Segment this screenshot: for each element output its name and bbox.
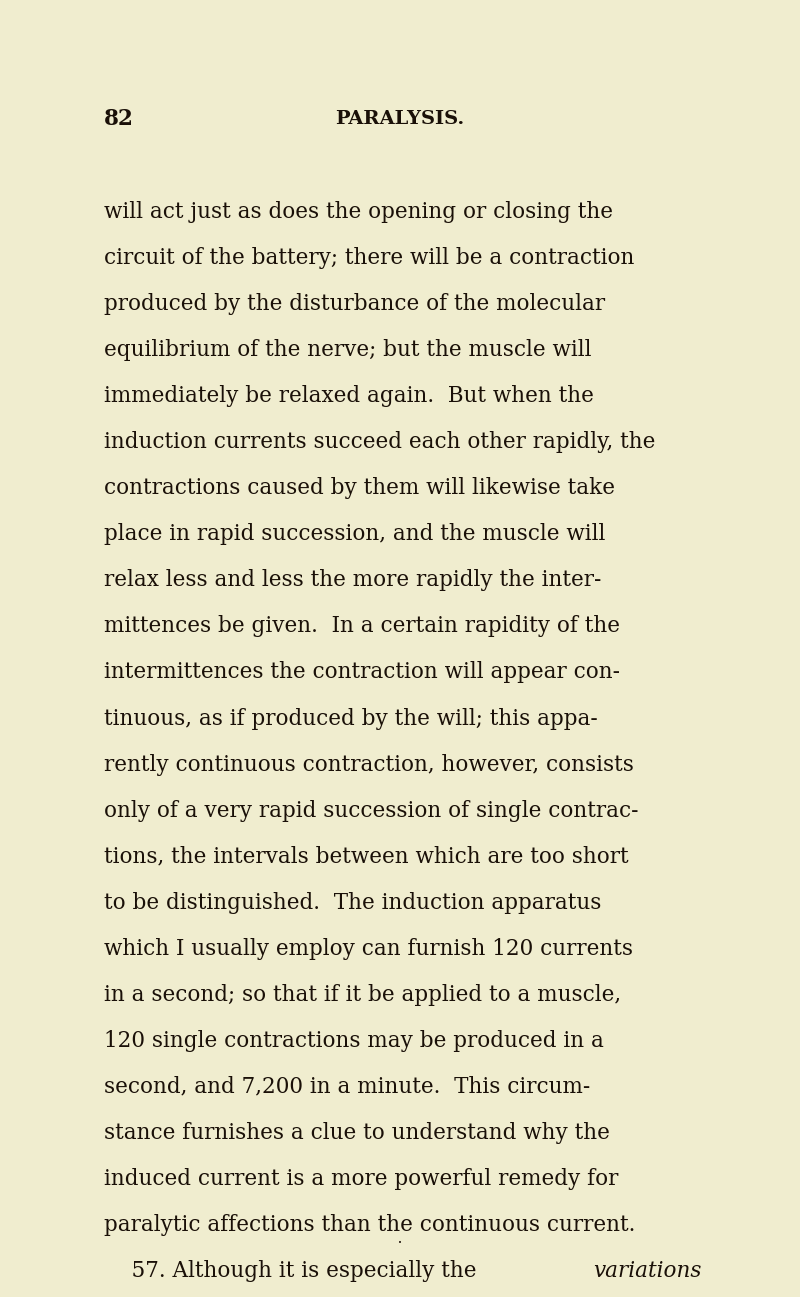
Text: relax less and less the more rapidly the inter-: relax less and less the more rapidly the… (104, 569, 602, 591)
Text: place in rapid succession, and the muscle will: place in rapid succession, and the muscl… (104, 523, 606, 545)
Text: intermittences the contraction will appear con-: intermittences the contraction will appe… (104, 661, 620, 684)
Text: tions, the intervals between which are too short: tions, the intervals between which are t… (104, 846, 629, 868)
Text: equilibrium of the nerve; but the muscle will: equilibrium of the nerve; but the muscle… (104, 340, 591, 361)
Text: only of a very rapid succession of single contrac-: only of a very rapid succession of singl… (104, 799, 638, 821)
Text: •: • (398, 1240, 402, 1245)
Text: mittences be given.  In a certain rapidity of the: mittences be given. In a certain rapidit… (104, 615, 620, 637)
Text: PARALYSIS.: PARALYSIS. (335, 110, 465, 128)
Text: 82: 82 (104, 109, 134, 130)
Text: immediately be relaxed again.  But when the: immediately be relaxed again. But when t… (104, 385, 594, 407)
Text: induction currents succeed each other rapidly, the: induction currents succeed each other ra… (104, 431, 655, 453)
Text: which I usually employ can furnish 120 currents: which I usually employ can furnish 120 c… (104, 938, 633, 960)
Text: 57. Although it is especially the: 57. Although it is especially the (104, 1259, 483, 1281)
Text: circuit of the battery; there will be a contraction: circuit of the battery; there will be a … (104, 248, 634, 268)
Text: in a second; so that if it be applied to a muscle,: in a second; so that if it be applied to… (104, 983, 621, 1005)
Text: second, and 7,200 in a minute.  This circum-: second, and 7,200 in a minute. This circ… (104, 1077, 590, 1097)
Text: variations: variations (594, 1259, 702, 1281)
Text: will act just as does the opening or closing the: will act just as does the opening or clo… (104, 201, 613, 223)
Text: tinuous, as if produced by the will; this appa-: tinuous, as if produced by the will; thi… (104, 708, 598, 729)
Text: contractions caused by them will likewise take: contractions caused by them will likewis… (104, 477, 615, 499)
Text: paralytic affections than the continuous current.: paralytic affections than the continuous… (104, 1214, 635, 1236)
Text: induced current is a more powerful remedy for: induced current is a more powerful remed… (104, 1167, 618, 1189)
Text: stance furnishes a clue to understand why the: stance furnishes a clue to understand wh… (104, 1122, 610, 1144)
Text: to be distinguished.  The induction apparatus: to be distinguished. The induction appar… (104, 892, 602, 913)
Text: produced by the disturbance of the molecular: produced by the disturbance of the molec… (104, 293, 605, 315)
Text: 120 single contractions may be produced in a: 120 single contractions may be produced … (104, 1030, 604, 1052)
Text: rently continuous contraction, however, consists: rently continuous contraction, however, … (104, 754, 634, 776)
